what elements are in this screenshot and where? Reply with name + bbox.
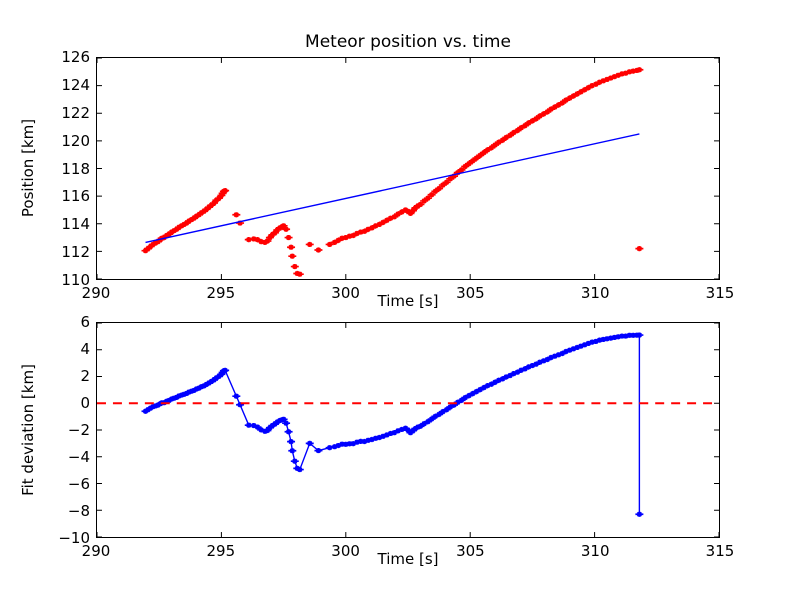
position-plot-xaxis-label: Time [s]	[377, 292, 439, 310]
figure-title: Meteor position vs. time	[305, 32, 511, 52]
ytick-label: 0	[80, 394, 90, 412]
ytick-label: −6	[67, 475, 90, 493]
ytick-label: 124	[61, 75, 90, 94]
deviation-plot-yaxis-label: Fit deviation [km]	[19, 364, 37, 496]
ytick-label: 4	[80, 340, 90, 358]
ytick-label: −4	[67, 448, 90, 466]
deviation-plot-axes	[96, 322, 720, 538]
ytick-label: 112	[61, 243, 90, 262]
xtick-label: 305	[456, 542, 485, 560]
ytick-label: 116	[61, 187, 90, 206]
deviation-plot-xaxis-label: Time [s]	[377, 550, 439, 568]
ytick-label: 126	[61, 48, 90, 66]
ytick-label: 118	[61, 159, 90, 178]
position-plot-yaxis-label: Position [km]	[19, 118, 37, 218]
xtick-label: 305	[456, 284, 485, 302]
ytick-label: −2	[67, 421, 90, 439]
series-2	[145, 133, 640, 244]
ytick-label: 2	[80, 367, 90, 385]
ytick-label: 122	[61, 103, 90, 122]
ytick-label: −10	[58, 529, 90, 547]
xtick-label: 295	[206, 542, 236, 560]
xtick-label: 300	[331, 284, 360, 302]
position-plot-canvas	[96, 57, 720, 280]
ytick-label: 110	[61, 271, 90, 289]
ytick-label: 114	[61, 215, 90, 234]
deviation-plot-canvas	[96, 322, 720, 538]
xtick-label: 315	[705, 284, 735, 302]
xtick-label: 310	[580, 542, 610, 560]
xtick-label: 310	[580, 284, 610, 302]
xtick-label: 295	[206, 284, 236, 302]
series-1	[141, 67, 644, 277]
series-1	[141, 332, 644, 517]
ytick-label: −8	[67, 502, 90, 520]
position-plot-axes	[96, 57, 720, 280]
ytick-label: 6	[80, 313, 90, 331]
xtick-label: 290	[81, 542, 111, 560]
xtick-label: 300	[331, 542, 360, 560]
ytick-label: 120	[61, 131, 90, 150]
xtick-label: 315	[705, 542, 735, 560]
xtick-label: 290	[81, 284, 111, 302]
